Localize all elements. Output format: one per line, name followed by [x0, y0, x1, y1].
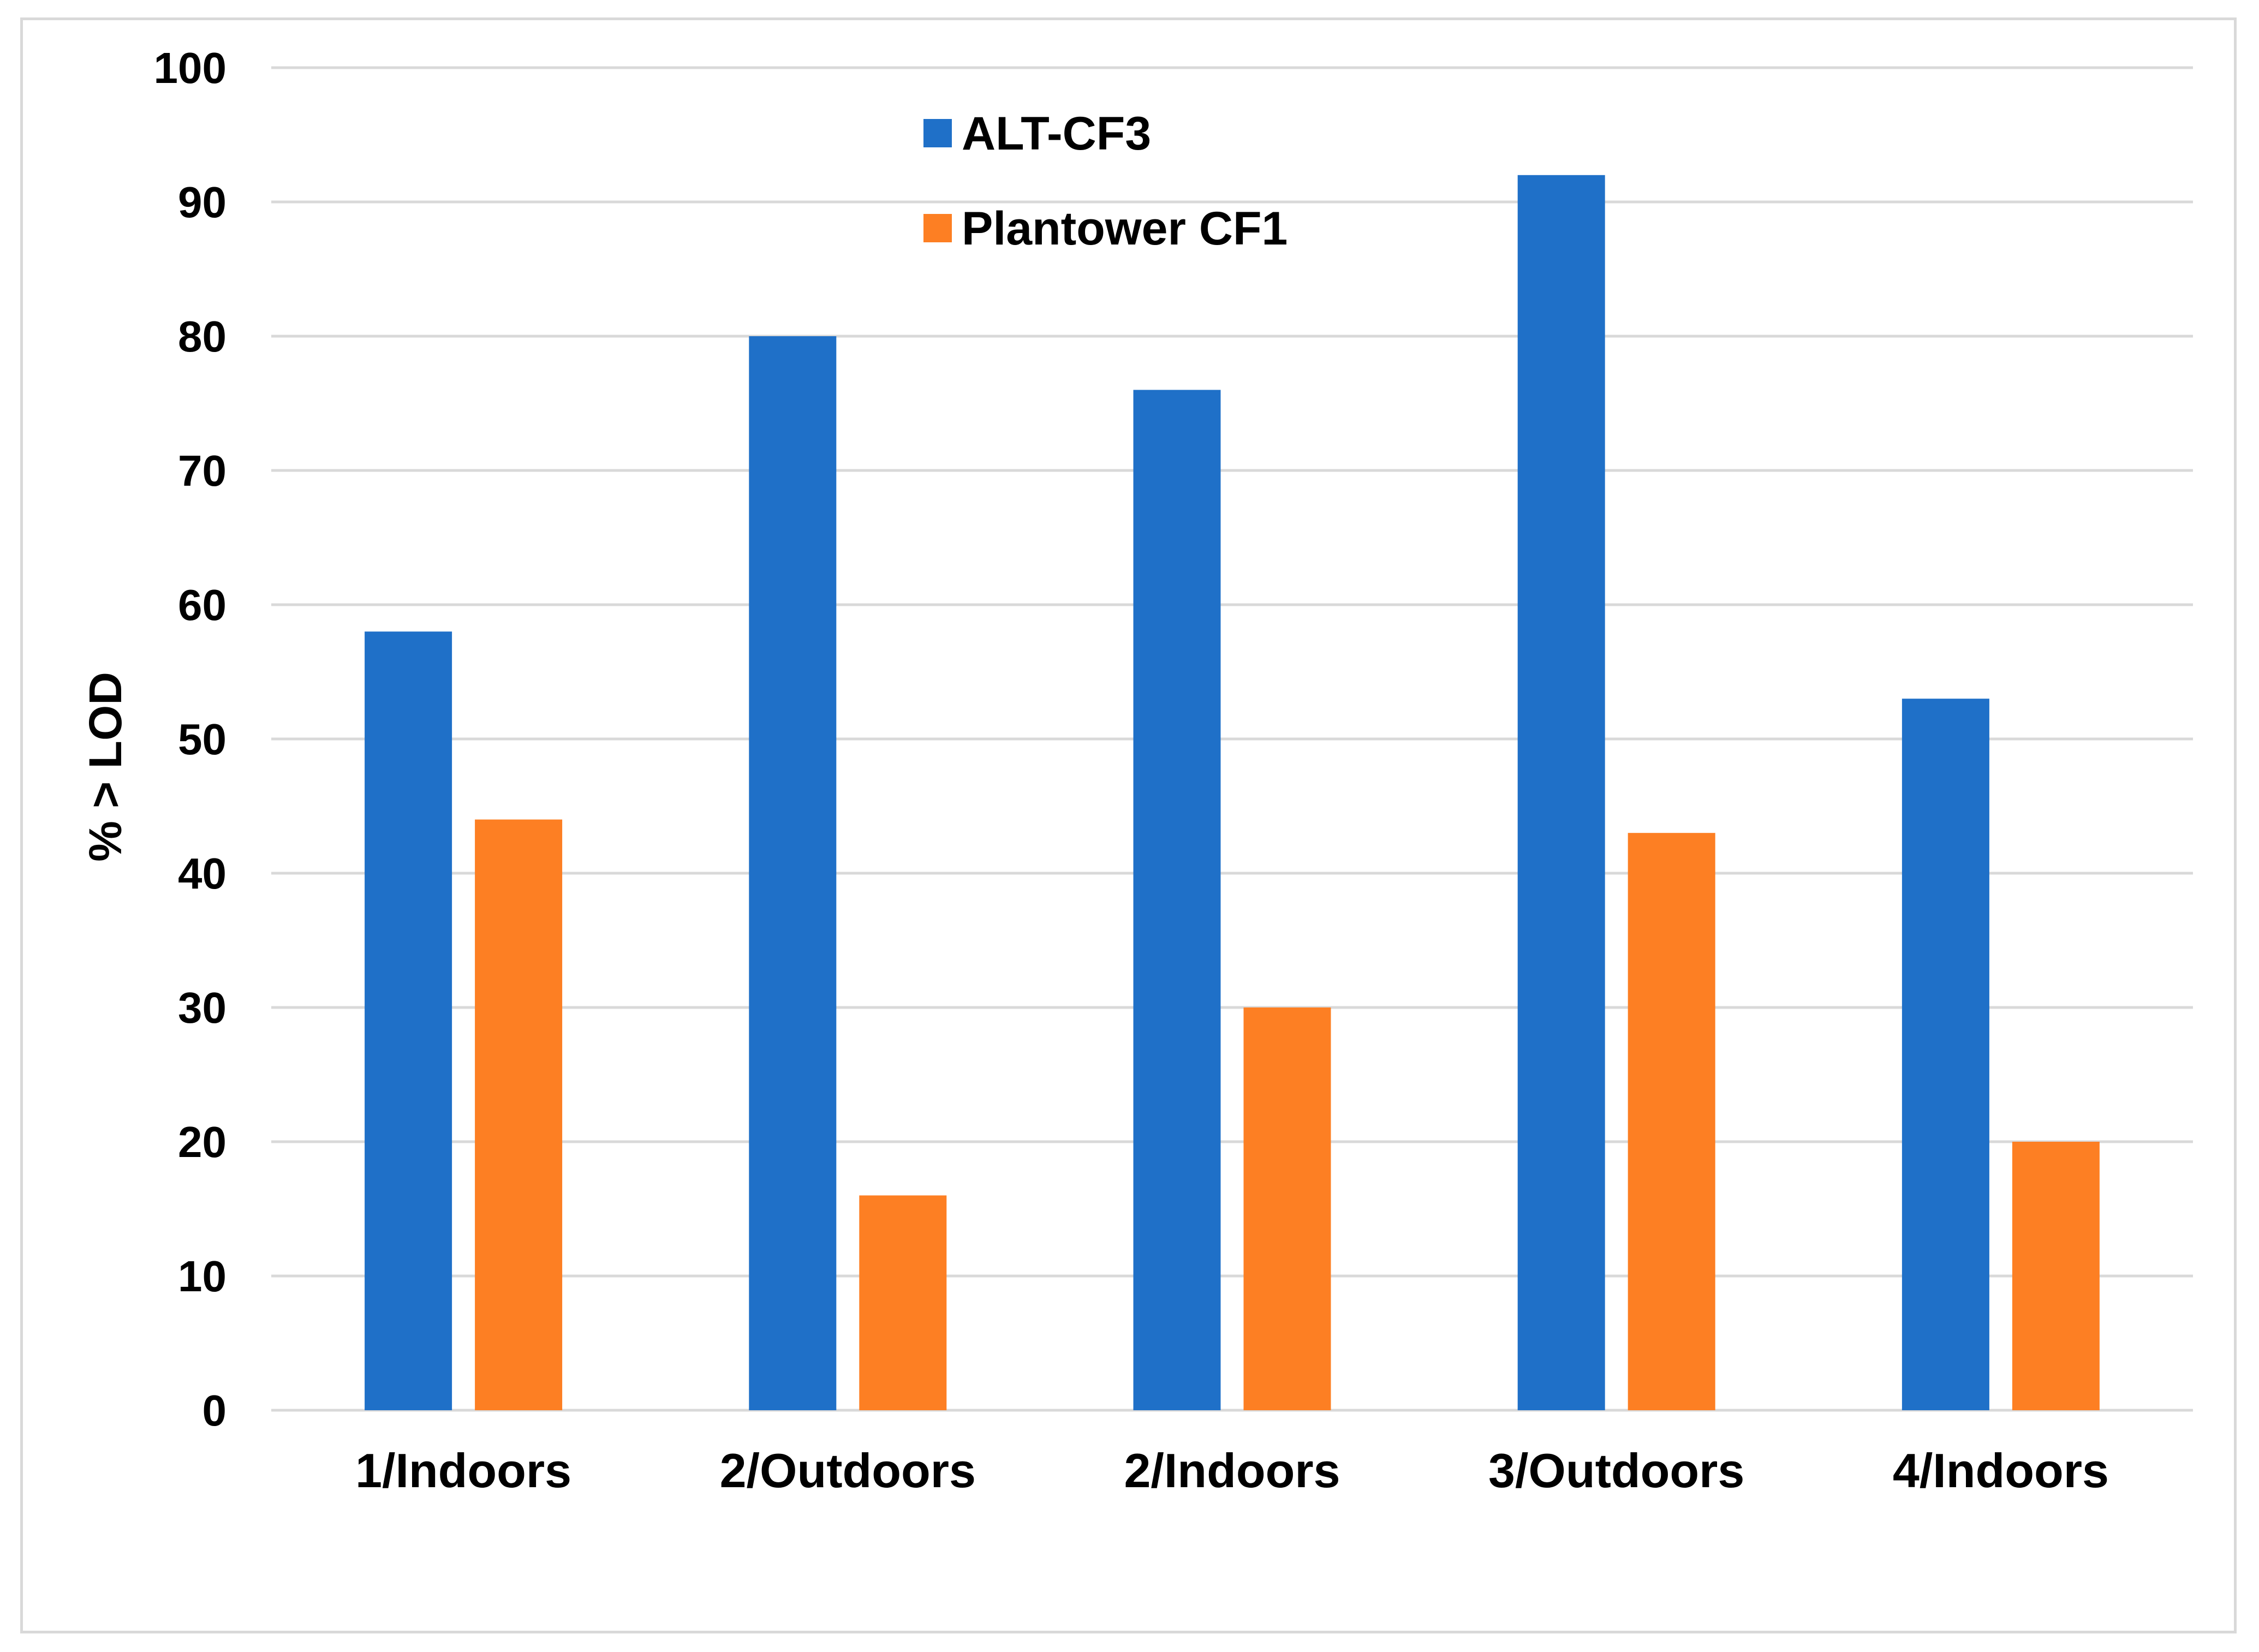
x-tick-labels: 1/Indoors 2/Outdoors 2/Indoors 3/Outdoors 4/…: [355, 1444, 2109, 1498]
y-tick-label: 10: [178, 1252, 227, 1301]
y-axis-title: % > LOD: [80, 672, 131, 862]
y-tick-label: 20: [178, 1118, 227, 1166]
legend: ALT-CF3 Plantower CF1: [923, 108, 1288, 255]
bar-alt-cf3-5: [1902, 699, 1989, 1410]
bar-alt-cf3-4: [1517, 175, 1605, 1410]
y-tick-labels: 0 10 20 30 40 50 60 70 80 90 100: [154, 44, 227, 1435]
legend-swatch-1: [923, 119, 952, 147]
y-tick-label: 60: [178, 581, 227, 629]
y-tick-label: 0: [202, 1386, 227, 1435]
gridlines: [271, 66, 2193, 1412]
y-tick-label: 30: [178, 983, 227, 1032]
x-tick-label: 1/Indoors: [355, 1444, 571, 1498]
y-tick-label: 70: [178, 446, 227, 495]
bar-plantower-cf1-3: [1243, 1007, 1331, 1410]
y-tick-label: 50: [178, 715, 227, 764]
legend-label-2: Plantower CF1: [962, 202, 1288, 255]
bar-alt-cf3-3: [1133, 390, 1221, 1410]
legend-label-1: ALT-CF3: [962, 108, 1151, 160]
bar-plantower-cf1-4: [1628, 833, 1715, 1410]
bar-plantower-cf1-1: [475, 819, 563, 1410]
y-tick-label: 40: [178, 849, 227, 898]
y-tick-label: 100: [154, 44, 227, 92]
legend-swatch-2: [923, 214, 952, 242]
bar-alt-cf3-2: [749, 336, 837, 1410]
x-tick-label: 3/Outdoors: [1488, 1444, 1744, 1498]
bar-plantower-cf1-5: [2012, 1142, 2100, 1410]
bar-plantower-cf1-2: [859, 1195, 947, 1410]
y-tick-label: 90: [178, 178, 227, 226]
y-tick-label: 80: [178, 312, 227, 361]
x-tick-label: 2/Outdoors: [720, 1444, 976, 1498]
x-tick-label: 4/Indoors: [1893, 1444, 2109, 1498]
bar-alt-cf3-1: [365, 631, 452, 1410]
x-tick-label: 2/Indoors: [1124, 1444, 1340, 1498]
bars: [365, 175, 2100, 1410]
